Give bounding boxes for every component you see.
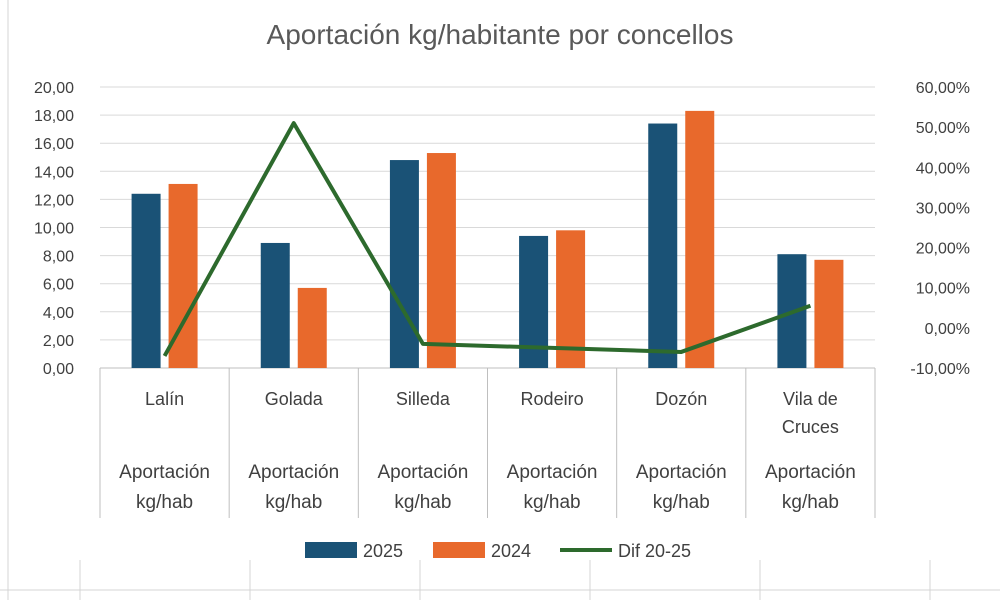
subcategory-label: kg/hab: [136, 492, 193, 513]
legend-swatch: [433, 542, 485, 558]
legend-label: 2025: [363, 541, 403, 561]
subcategory-label: Aportación: [765, 462, 856, 483]
subcategory-label: Aportación: [636, 462, 727, 483]
category-label: Silleda: [396, 389, 451, 409]
left-tick-label: 6,00: [43, 277, 74, 294]
subcategory-label: kg/hab: [265, 492, 322, 513]
bar-2025: [131, 193, 161, 368]
legend-label: Dif 20-25: [618, 541, 691, 561]
subcategory-label: Aportación: [248, 462, 339, 483]
left-tick-label: 14,00: [34, 164, 74, 181]
right-tick-label: 40,00%: [916, 160, 970, 177]
line-Dif 20-25: [162, 121, 812, 357]
subcategory-label: Aportación: [377, 462, 468, 483]
subcategory-label: kg/hab: [524, 492, 581, 513]
subcategory-label: Aportación: [119, 462, 210, 483]
right-tick-label: 30,00%: [916, 200, 970, 217]
category-label: Rodeiro: [521, 389, 584, 409]
left-tick-label: 12,00: [34, 192, 74, 209]
right-tick-label: -10,00%: [910, 361, 970, 378]
left-tick-label: 16,00: [34, 136, 74, 153]
legend-label: 2024: [491, 541, 531, 561]
bar-2024: [426, 153, 456, 368]
subcategory-label: kg/hab: [394, 492, 451, 513]
diff-line-series: [162, 121, 812, 357]
bar-2024: [297, 287, 327, 368]
bar-2025: [389, 160, 419, 368]
gridlines: [100, 86, 875, 369]
bar-2024: [814, 259, 844, 368]
right-tick-label: 20,00%: [916, 241, 970, 258]
subcategory-label: Aportación: [507, 462, 598, 483]
category-label: Lalín: [145, 389, 184, 409]
right-tick-label: 0,00%: [925, 321, 970, 338]
left-tick-label: 2,00: [43, 333, 74, 350]
bar-2024: [685, 110, 715, 368]
left-tick-label: 0,00: [43, 361, 74, 378]
left-tick-label: 8,00: [43, 249, 74, 266]
category-label: Golada: [265, 389, 324, 409]
right-axis-tick-labels: -10,00% 0,00% 10,00% 20,00% 30,00% 40,00% 50,0…: [910, 80, 970, 378]
subcategory-label: kg/hab: [782, 492, 839, 513]
legend: 2025 2024 Dif 20-25: [305, 541, 691, 561]
category-label: Dozón: [655, 389, 707, 409]
category-axis: Lalín Aportación kg/hab Golada Aportación kg/…: [99, 368, 876, 518]
left-tick-label: 20,00: [34, 80, 74, 97]
chart-title: Aportación kg/habitante por concellos: [267, 19, 734, 50]
legend-swatch: [305, 542, 357, 558]
right-tick-label: 50,00%: [916, 120, 970, 137]
category-label: Cruces: [782, 417, 839, 437]
left-axis-tick-labels: 0,00 2,00 4,00 6,00 8,00 10,00 12,00 14,00 16,00…: [34, 80, 74, 378]
bars: [131, 110, 844, 368]
right-tick-label: 60,00%: [916, 80, 970, 97]
category-label: Vila de: [783, 389, 838, 409]
left-tick-label: 10,00: [34, 221, 74, 238]
bar-2025: [648, 123, 678, 368]
bar-2024: [556, 230, 586, 368]
bar-2025: [260, 242, 290, 368]
left-tick-label: 18,00: [34, 108, 74, 125]
right-tick-label: 10,00%: [916, 281, 970, 298]
left-tick-label: 4,00: [43, 305, 74, 322]
subcategory-label: kg/hab: [653, 492, 710, 513]
